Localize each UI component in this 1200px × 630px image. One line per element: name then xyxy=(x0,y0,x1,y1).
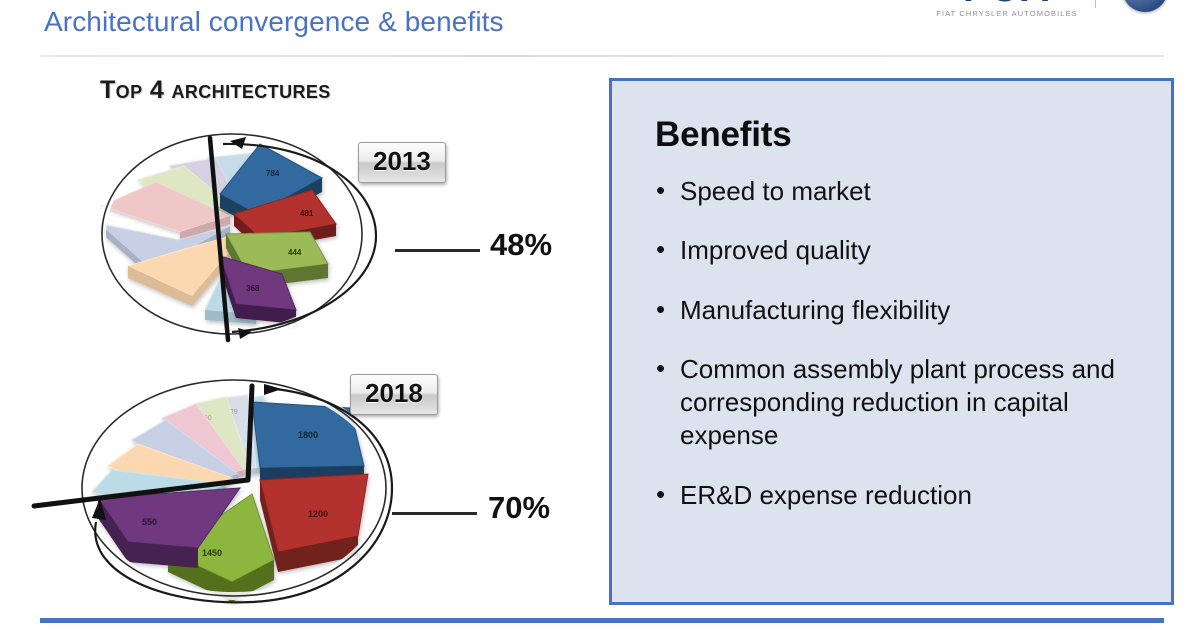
logo-separator xyxy=(1095,0,1096,8)
pie-2018-highlighted-slices: 1800 1200 1450 xyxy=(97,401,369,602)
pie-slice-label-550: 550 xyxy=(142,517,157,527)
pie-slice-label-1200: 1200 xyxy=(308,509,328,519)
page-title: Architectural convergence & benefits xyxy=(44,6,504,37)
footer-divider xyxy=(40,618,1164,623)
pie-slice-label-481: 481 xyxy=(300,209,314,218)
list-item: • Speed to market xyxy=(654,175,1141,208)
leader-line-2018 xyxy=(392,512,477,515)
pie-chart-2018: 244 229 260 358 xyxy=(20,370,600,610)
year-badge-2018: 2018 xyxy=(350,374,438,415)
pie-slice-label-368: 368 xyxy=(246,284,260,293)
pie-slice-label-229: 229 xyxy=(226,409,238,416)
bracket-bar-2018-vertical xyxy=(245,383,255,483)
range-arc-2013 xyxy=(222,142,378,334)
leader-line-2013 xyxy=(395,249,480,252)
list-item: • Manufacturing flexibility xyxy=(654,294,1141,327)
pie-slice-1200: 1200 xyxy=(259,473,369,572)
bullet-icon: • xyxy=(656,478,666,509)
pie-chart-2013-svg: 784 481 444 xyxy=(98,130,378,343)
list-item-label: Speed to market xyxy=(680,176,871,206)
header-divider xyxy=(40,55,1164,57)
pie-2013-faded-slices xyxy=(98,152,259,324)
pie-chart-2013: 784 481 444 xyxy=(60,128,600,373)
list-item-label: Common assembly plant process and corres… xyxy=(680,353,1115,451)
pie-slice-label-784: 784 xyxy=(266,169,280,178)
bullet-icon: • xyxy=(656,175,666,205)
share-label-2018: 70% xyxy=(488,490,551,525)
fca-logo: FCA FIAT CHRYSLER AUTOMOBILES 50 ANNI xyxy=(932,0,1182,32)
pie-slice-368: 368 xyxy=(219,255,297,324)
anniversary-badge-icon: 50 ANNI xyxy=(1122,0,1168,12)
year-badge-2013: 2013 xyxy=(358,142,446,183)
benefits-list: • Speed to market • Improved quality • M… xyxy=(612,155,1171,512)
bullet-icon: • xyxy=(656,352,666,383)
list-item-label: ER&D expense reduction xyxy=(680,479,972,510)
bullet-icon: • xyxy=(656,234,666,265)
bullet-icon: • xyxy=(656,293,666,324)
list-item: • Common assembly plant process and corr… xyxy=(654,353,1141,453)
bracket-bar-2013 xyxy=(207,135,231,343)
pie-chart-2018-svg: 244 229 260 358 xyxy=(31,376,394,604)
bracket-bar-2018 xyxy=(31,477,251,509)
benefits-panel: Benefits • Speed to market • Improved qu… xyxy=(609,78,1174,605)
range-arc-2018 xyxy=(94,386,394,604)
fca-wordmark-group: FCA FIAT CHRYSLER AUTOMOBILES xyxy=(932,0,1082,18)
fca-wordmark: FIAT CHRYSLER AUTOMOBILES xyxy=(936,9,1078,18)
pie-slice-label-444: 444 xyxy=(288,248,302,257)
pie-2013-highlighted-slices: 784 481 444 xyxy=(219,143,337,324)
list-item: • ER&D expense reduction xyxy=(654,479,1141,512)
pie-slice-label-1450: 1450 xyxy=(202,548,222,558)
pie-slice-label-1800: 1800 xyxy=(298,430,318,440)
fca-mark: FCA xyxy=(932,0,1082,8)
list-item-label: Manufacturing flexibility xyxy=(680,294,951,325)
benefits-heading: Benefits xyxy=(655,115,792,154)
share-label-2013: 48% xyxy=(490,227,553,262)
charts-heading: Top 4 architectures xyxy=(100,76,331,104)
pie-slice-550: 550 xyxy=(97,487,242,568)
list-item-label: Improved quality xyxy=(680,235,871,266)
list-item: • Improved quality xyxy=(654,234,1141,267)
